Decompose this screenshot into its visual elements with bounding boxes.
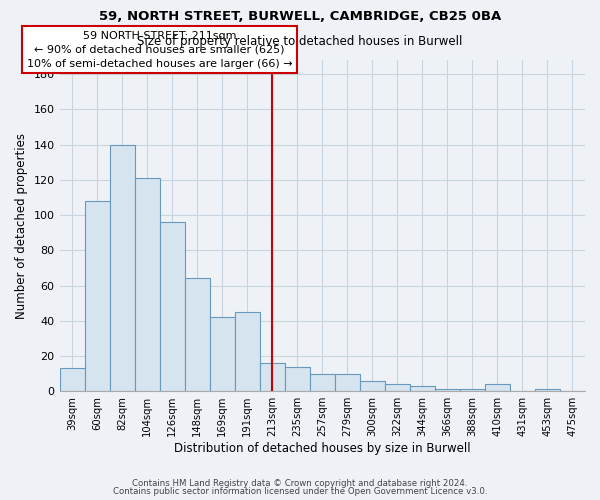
Bar [285, 366, 310, 391]
Bar [485, 384, 510, 391]
Bar [310, 374, 335, 391]
Bar [134, 178, 160, 391]
Bar [59, 368, 85, 391]
Text: Contains HM Land Registry data © Crown copyright and database right 2024.: Contains HM Land Registry data © Crown c… [132, 478, 468, 488]
Bar [385, 384, 410, 391]
Bar [235, 312, 260, 391]
Text: Contains public sector information licensed under the Open Government Licence v3: Contains public sector information licen… [113, 487, 487, 496]
Bar [209, 317, 235, 391]
Bar [435, 390, 460, 391]
Bar [535, 390, 560, 391]
Bar [85, 201, 110, 391]
Text: Size of property relative to detached houses in Burwell: Size of property relative to detached ho… [137, 35, 463, 48]
Bar [185, 278, 209, 391]
X-axis label: Distribution of detached houses by size in Burwell: Distribution of detached houses by size … [174, 442, 470, 455]
Y-axis label: Number of detached properties: Number of detached properties [15, 132, 28, 318]
Bar [160, 222, 185, 391]
Bar [460, 390, 485, 391]
Bar [360, 380, 385, 391]
Bar [110, 144, 134, 391]
Text: 59 NORTH STREET: 211sqm
← 90% of detached houses are smaller (625)
10% of semi-d: 59 NORTH STREET: 211sqm ← 90% of detache… [27, 31, 292, 69]
Text: 59, NORTH STREET, BURWELL, CAMBRIDGE, CB25 0BA: 59, NORTH STREET, BURWELL, CAMBRIDGE, CB… [99, 10, 501, 23]
Bar [335, 374, 360, 391]
Bar [260, 363, 285, 391]
Bar [410, 386, 435, 391]
